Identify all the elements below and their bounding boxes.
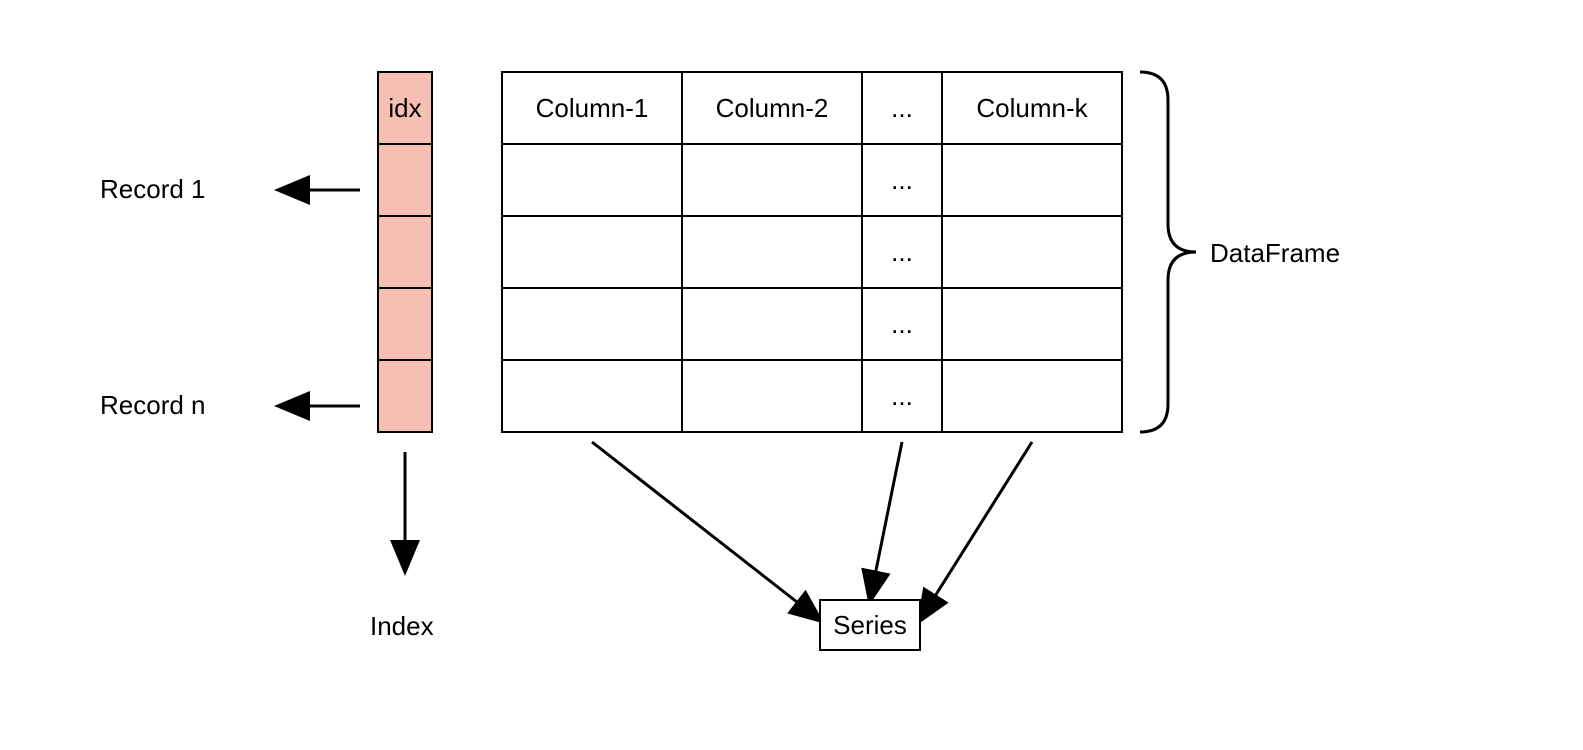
- record-1-label: Record 1: [100, 174, 206, 204]
- index-column: idx: [378, 72, 432, 432]
- index-cell: [378, 360, 432, 432]
- series-box-label: Series: [833, 610, 907, 640]
- column-to-series-arrow: [592, 442, 820, 620]
- table-body-cell: [502, 360, 682, 432]
- table-body-cell: [942, 144, 1122, 216]
- index-cell: [378, 288, 432, 360]
- column-to-series-arrow: [870, 442, 902, 600]
- table-body-ellipsis: ...: [891, 237, 913, 267]
- index-cell: [378, 216, 432, 288]
- table-body-ellipsis: ...: [891, 381, 913, 411]
- table-body-cell: [682, 288, 862, 360]
- series-arrows: [592, 442, 1032, 620]
- table-body-cell: [942, 288, 1122, 360]
- column-to-series-arrow: [920, 442, 1032, 620]
- record-labels: Record 1 Record n: [100, 174, 360, 420]
- record-n-label: Record n: [100, 390, 206, 420]
- brace: [1140, 72, 1196, 432]
- table-body-cell: [502, 144, 682, 216]
- table-header-label: Column-1: [536, 93, 649, 123]
- table-header-label: Column-k: [976, 93, 1088, 123]
- dataframe-label: DataFrame: [1210, 238, 1340, 268]
- table-body-cell: [502, 216, 682, 288]
- table-body-cell: [682, 216, 862, 288]
- table-body-ellipsis: ...: [891, 309, 913, 339]
- table-header-label: ...: [891, 93, 913, 123]
- table-header-label: Column-2: [716, 93, 829, 123]
- table-body-cell: [502, 288, 682, 360]
- index-label: Index: [370, 611, 434, 641]
- table-body-cell: [942, 216, 1122, 288]
- index-cell: [378, 144, 432, 216]
- table-body-cell: [942, 360, 1122, 432]
- index-label-group: Index: [370, 452, 434, 641]
- dataframe-diagram: idx Record 1 Record n Index Column-1Colu…: [0, 0, 1583, 750]
- series-box-group: Series: [820, 600, 920, 650]
- dataframe-table: Column-1 Column-2... Column-k............: [502, 72, 1122, 432]
- table-body-cell: [682, 144, 862, 216]
- table-body-ellipsis: ...: [891, 165, 913, 195]
- table-body-cell: [682, 360, 862, 432]
- index-header-label: idx: [388, 93, 421, 123]
- dataframe-brace-group: DataFrame: [1140, 72, 1340, 432]
